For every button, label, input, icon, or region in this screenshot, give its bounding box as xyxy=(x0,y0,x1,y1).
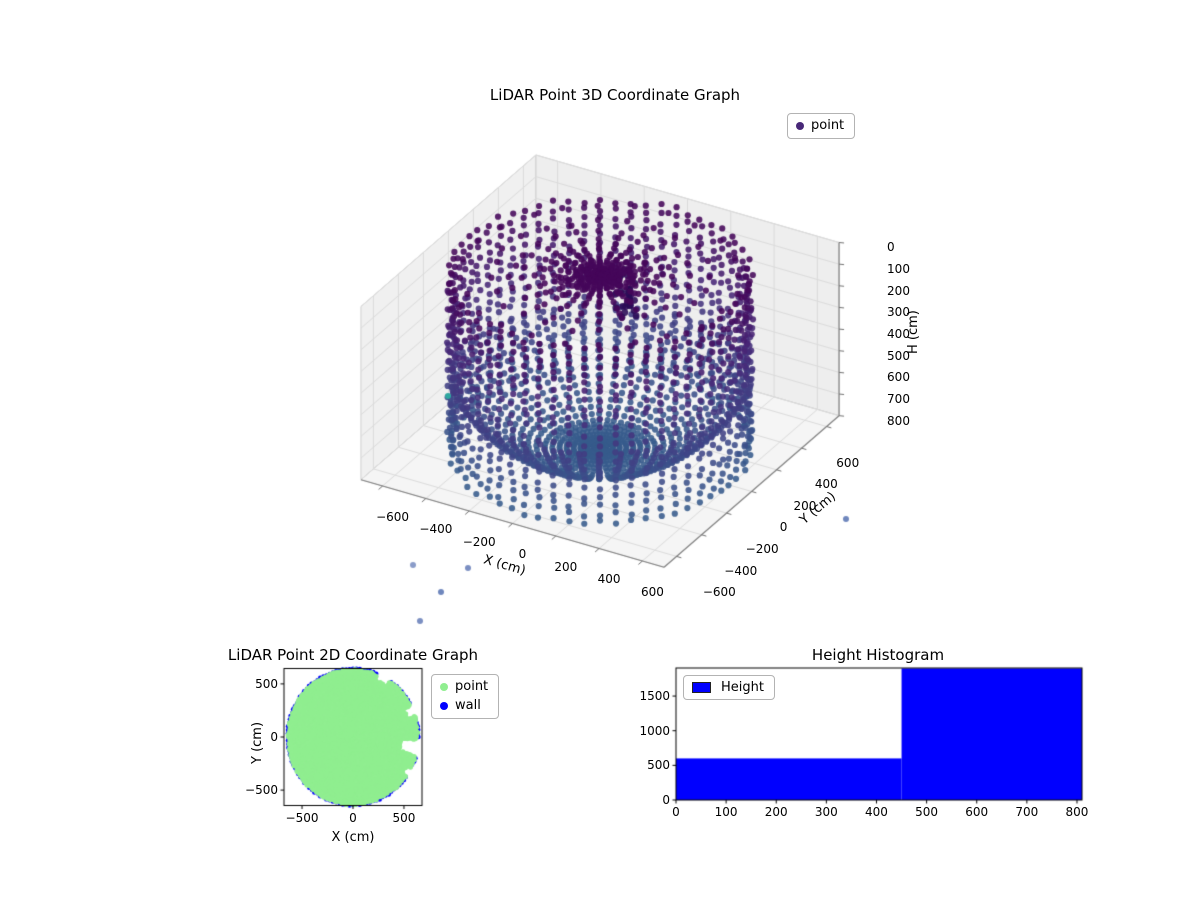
height-patch-icon xyxy=(692,682,711,693)
tick-label: 500 xyxy=(647,758,670,773)
legend-label: point xyxy=(811,118,845,133)
tick-label: 800 xyxy=(887,413,910,428)
tick-label: −400 xyxy=(419,522,453,537)
tick-label: 100 xyxy=(887,262,910,277)
legend-entry-wall: wall xyxy=(440,698,488,714)
legend-entry-point: point xyxy=(440,679,488,695)
tick-label: −500 xyxy=(285,810,319,825)
legend-label: point xyxy=(455,679,489,694)
chart2d-ylabel: Y (cm) xyxy=(250,721,265,764)
tick-label: 200 xyxy=(764,805,788,819)
point-marker-icon xyxy=(440,683,448,691)
legend-label: Height xyxy=(721,680,764,695)
wall-marker-icon xyxy=(440,702,448,710)
tick-label: 0 xyxy=(662,793,670,807)
tick-label: 0 xyxy=(270,730,278,744)
tick-label: 0 xyxy=(779,520,788,535)
tick-label: 700 xyxy=(887,392,910,407)
tick-label: 500 xyxy=(915,805,939,819)
tick-label: 600 xyxy=(887,370,910,385)
tick-label: 700 xyxy=(1015,805,1039,819)
tick-label: −600 xyxy=(702,585,736,600)
tick-label: 600 xyxy=(640,584,664,599)
tick-label: −200 xyxy=(745,542,779,557)
chart2d-xlabel: X (cm) xyxy=(331,830,375,845)
histogram-title: Height Histogram xyxy=(811,646,945,664)
tick-label: 0 xyxy=(887,240,895,255)
tick-label: 300 xyxy=(814,805,838,819)
tick-label: −200 xyxy=(462,534,496,549)
point-marker-icon xyxy=(796,122,804,130)
chart2d-legend: point wall xyxy=(431,674,500,719)
tick-label: 200 xyxy=(554,559,578,574)
tick-label: 200 xyxy=(793,498,817,513)
tick-label: −500 xyxy=(245,783,278,798)
chart3d-legend: point xyxy=(787,113,856,139)
tick-label: 1000 xyxy=(639,723,670,738)
tick-label: 600 xyxy=(836,455,860,470)
tick-label: 100 xyxy=(714,805,738,819)
tick-label: 600 xyxy=(965,805,989,819)
tick-label: 1500 xyxy=(639,689,670,704)
histogram-legend: Height xyxy=(683,675,775,700)
tick-label: −400 xyxy=(724,563,758,578)
tick-label: 200 xyxy=(887,283,910,298)
tick-label: 0 xyxy=(349,810,357,825)
tick-label: 500 xyxy=(887,348,910,363)
tick-label: −600 xyxy=(376,509,410,524)
legend-entry-point: point xyxy=(796,118,844,134)
tick-label: 800 xyxy=(1065,805,1089,819)
tick-label: 300 xyxy=(887,305,910,320)
chart3d-title: LiDAR Point 3D Coordinate Graph xyxy=(489,86,741,104)
tick-label: 0 xyxy=(518,547,527,562)
legend-label: wall xyxy=(455,698,481,713)
tick-label: 400 xyxy=(597,572,621,587)
tick-label: 400 xyxy=(887,327,910,342)
tick-label: 0 xyxy=(672,805,680,819)
tick-label: 500 xyxy=(392,810,416,825)
tick-label: 400 xyxy=(814,477,838,492)
chart2d-title: LiDAR Point 2D Coordinate Graph xyxy=(227,646,479,664)
tick-label: 500 xyxy=(255,676,278,691)
tick-label: 400 xyxy=(865,805,888,819)
